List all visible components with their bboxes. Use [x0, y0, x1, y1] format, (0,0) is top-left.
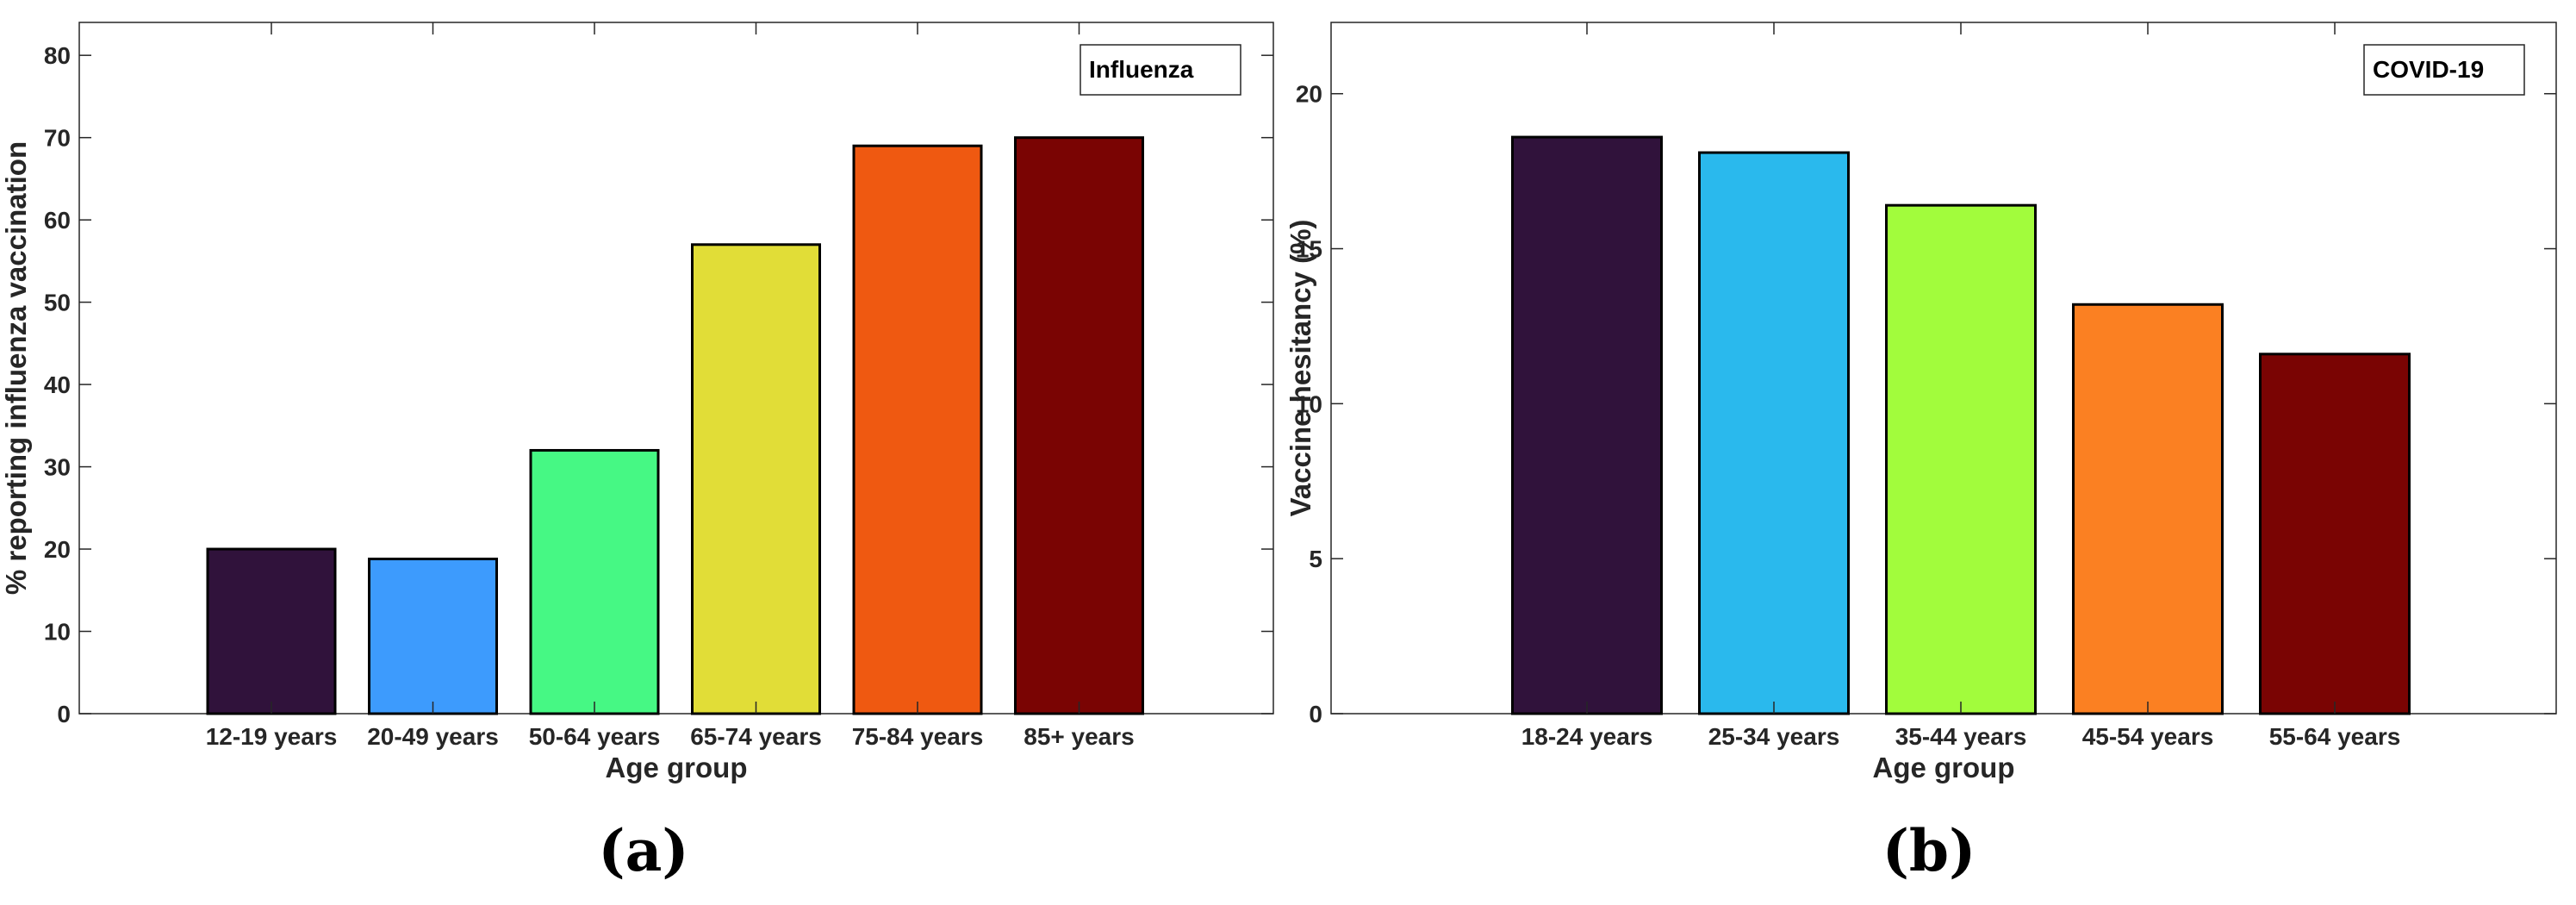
legend-label: Influenza [1089, 56, 1194, 83]
y-tick-label: 5 [1309, 546, 1322, 572]
y-tick-label: 10 [44, 619, 71, 646]
bar-4 [2072, 303, 2224, 715]
y-tick-label: 50 [44, 290, 71, 316]
legend: COVID-19 [2363, 44, 2525, 96]
bar-6 [1014, 136, 1144, 715]
y-tick-label: 10 [1296, 390, 1322, 417]
y-tick-label: 70 [44, 125, 71, 152]
panel-b-covid-chart: 0 5 10 15 20 18-24 years 25-34 years 35-44 year… [1285, 22, 2557, 884]
panel-a-influenza-chart: 0 10 20 30 40 50 60 70 80 12-19 years 20-49 years 5… [0, 22, 1274, 884]
bar-2 [1698, 151, 1850, 715]
x-tick-label: 75-84 years [852, 723, 984, 750]
x-axis-label: Age group [1873, 752, 2015, 783]
bar-3 [1885, 203, 2037, 715]
x-axis-label: Age group [606, 752, 748, 783]
bar-5 [2259, 353, 2411, 715]
bar-2 [368, 558, 498, 715]
x-tick-label: 45-54 years [2082, 723, 2214, 750]
bar-4 [691, 243, 821, 715]
y-tick-label: 20 [1296, 81, 1322, 108]
panel-label: (a) [598, 817, 688, 884]
x-tick-label: 20-49 years [367, 723, 499, 750]
plot-frame [78, 22, 1274, 715]
legend-box [2363, 44, 2525, 96]
x-tick-label: 85+ years [1024, 723, 1134, 750]
bar-5 [852, 144, 983, 715]
x-tick-label: 50-64 years [529, 723, 661, 750]
y-axis-label: % reporting influenza vaccination [0, 141, 32, 595]
x-tick-label: 18-24 years [1521, 723, 1653, 750]
y-tick-label: 40 [44, 371, 71, 398]
y-tick-label: 0 [1309, 701, 1322, 727]
x-tick-label: 25-34 years [1708, 723, 1840, 750]
bar-1 [1511, 135, 1663, 715]
y-tick-label: 20 [44, 536, 71, 563]
y-tick-label: 30 [44, 454, 71, 481]
x-tick-label: 65-74 years [690, 723, 822, 750]
y-tick-label: 60 [44, 207, 71, 234]
y-tick-label: 15 [1296, 236, 1322, 263]
bar-1 [206, 547, 337, 715]
y-tick-label: 80 [44, 42, 71, 69]
y-tick-label: 0 [57, 701, 71, 727]
legend: Influenza [1080, 44, 1241, 96]
legend-box [1080, 44, 1241, 96]
legend-label: COVID-19 [2373, 56, 2484, 83]
x-tick-label: 35-44 years [1895, 723, 2027, 750]
x-tick-label: 12-19 years [206, 723, 338, 750]
panel-label: (b) [1882, 817, 1976, 884]
bar-3 [529, 448, 660, 715]
x-tick-label: 55-64 years [2269, 723, 2401, 750]
y-axis-label: Vaccine hesitancy (%) [1285, 220, 1316, 517]
